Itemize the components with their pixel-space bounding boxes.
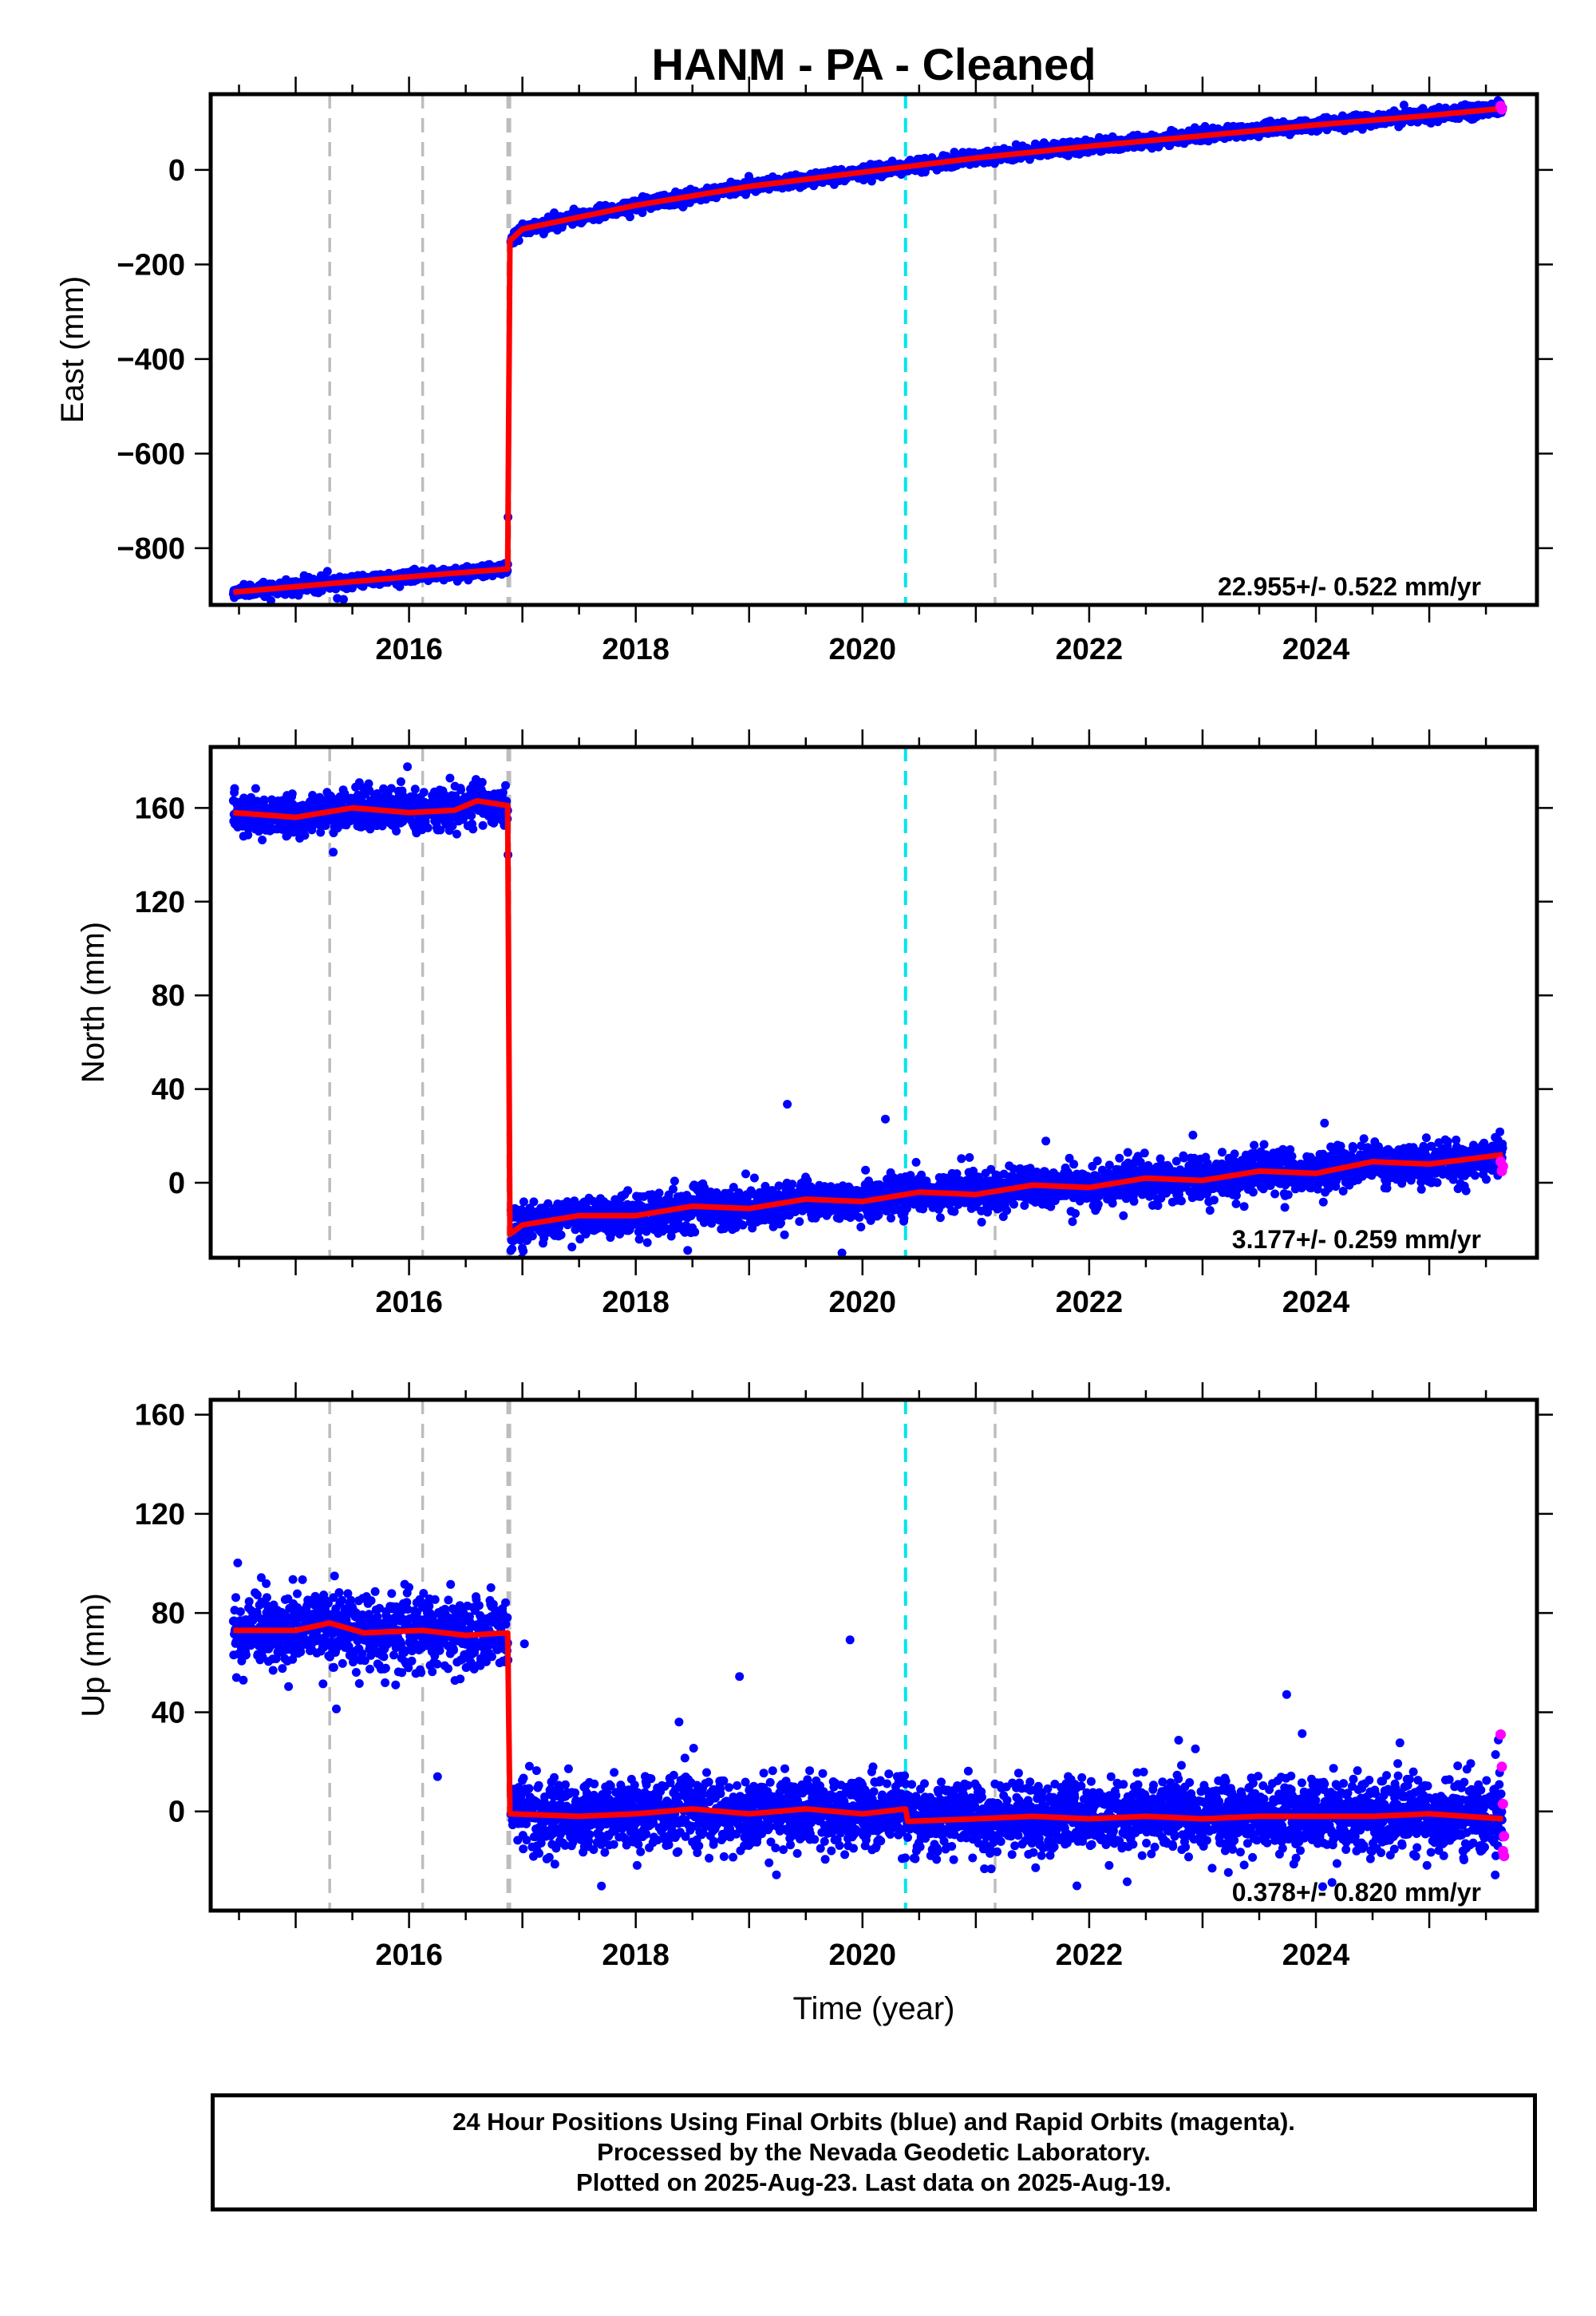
data-point: [419, 788, 429, 797]
data-point: [322, 567, 332, 576]
data-point: [478, 820, 488, 830]
main-title: HANM - PA - Cleaned: [652, 39, 1096, 89]
data-point: [329, 848, 338, 857]
data-point: [456, 785, 465, 795]
data-point: [243, 830, 253, 840]
y-tick-label: −800: [117, 532, 185, 566]
data-point: [258, 836, 267, 844]
x-tick-label: 2018: [602, 633, 670, 666]
x-axis: [238, 77, 1487, 622]
rapid-orbit-point: [1496, 104, 1507, 115]
data-point: [392, 826, 401, 836]
data-point: [867, 176, 876, 186]
data-point: [267, 596, 275, 605]
data-point: [452, 829, 461, 839]
data-point: [300, 831, 310, 840]
x-tick-label: 2024: [1282, 633, 1350, 666]
data-point: [339, 595, 348, 604]
y-axis-title: East (mm): [55, 276, 90, 423]
final-orbit-points: [228, 762, 1507, 1258]
model-line: [233, 105, 1503, 595]
data-point: [468, 824, 478, 834]
data-point: [445, 773, 455, 783]
y-tick-label: 0: [168, 154, 185, 188]
data-point: [259, 796, 269, 805]
data-point: [489, 818, 499, 828]
data-point: [638, 208, 647, 217]
data-point: [448, 821, 457, 831]
rate-label: 22.955+/- 0.522 mm/yr: [1218, 572, 1481, 601]
data-point: [1399, 101, 1408, 110]
data-point: [410, 785, 420, 794]
data-point: [287, 789, 297, 799]
y-axis: [195, 168, 1553, 550]
data-point: [250, 606, 259, 615]
data-point: [364, 779, 373, 788]
data-point: [498, 788, 508, 797]
y-tick-label: −600: [117, 437, 185, 471]
y-tick-label: −400: [117, 343, 185, 377]
data-point: [230, 784, 239, 793]
data-point: [423, 823, 433, 832]
data-point: [625, 212, 634, 222]
x-tick-label: 2016: [375, 633, 443, 666]
east-panel: 2016 2018 2020 2022 2024 0 −200 −400 −600 −800 Eas…: [55, 77, 1553, 666]
data-point: [467, 811, 476, 820]
data-point: [403, 762, 413, 772]
x-tick-label: 2020: [829, 633, 897, 666]
data-point: [251, 784, 260, 793]
data-point: [501, 781, 510, 790]
x-tick-label: 2022: [1056, 633, 1124, 666]
data-point: [436, 825, 445, 835]
y-tick-label: −200: [117, 248, 185, 282]
data-point: [396, 777, 405, 786]
plot-frame: [208, 92, 1539, 607]
data-point: [386, 784, 396, 793]
data-point: [514, 236, 523, 245]
data-point: [477, 777, 487, 787]
